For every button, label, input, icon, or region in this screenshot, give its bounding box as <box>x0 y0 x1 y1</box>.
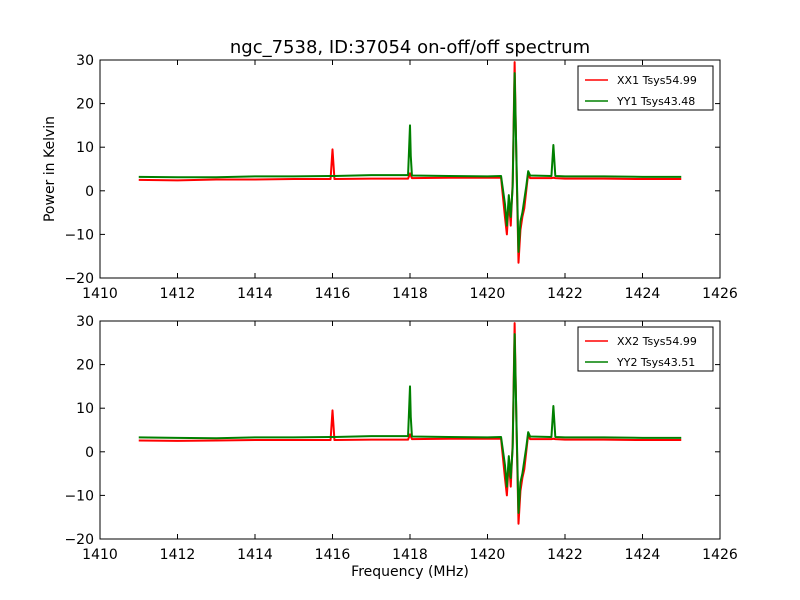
legend-panel1: XX1 Tsys54.99 YY1 Tsys43.48 <box>577 65 714 111</box>
x-tick-label: 1420 <box>470 547 506 563</box>
bottom-panel: 1410 1412 1414 1416 1418 1420 1422 1424 1426 30 20… <box>64 314 737 563</box>
legend-box <box>577 65 714 111</box>
x-tick-label: 1422 <box>547 547 583 563</box>
y-tick-label: −20 <box>64 271 94 287</box>
y-tick-label: 20 <box>76 358 94 374</box>
x-tick-label: 1418 <box>392 547 428 563</box>
legend-entry: YY2 Tsys43.51 <box>616 356 695 369</box>
figure-title: ngc_7538, ID:37054 on-off/off spectrum <box>230 37 590 58</box>
x-tick-label: 1414 <box>237 286 273 302</box>
x-axis-label: Frequency (MHz) <box>351 564 469 580</box>
legend-panel2: XX2 Tsys54.99 YY2 Tsys43.51 <box>577 326 714 372</box>
x-tick-label: 1426 <box>702 547 738 563</box>
x-tick-label: 1424 <box>625 547 661 563</box>
y-tick-label: 10 <box>76 401 94 417</box>
y-tick-label: 20 <box>76 97 94 113</box>
x-tick-label: 1422 <box>547 286 583 302</box>
x-tick-label: 1414 <box>237 547 273 563</box>
legend-entry: YY1 Tsys43.48 <box>616 95 695 108</box>
top-panel: 1410 1412 1414 1416 1418 1420 1422 1424 1426 30 20… <box>64 53 737 302</box>
y-tick-label: 10 <box>76 140 94 156</box>
x-tick-label: 1426 <box>702 286 738 302</box>
y-tick-label: 0 <box>85 445 94 461</box>
series-line-yy-panel1 <box>138 72 682 253</box>
y-tick-label: −10 <box>64 227 94 243</box>
x-tick-label: 1416 <box>315 286 351 302</box>
x-tick-label: 1424 <box>625 286 661 302</box>
y-tick-label: 30 <box>76 314 94 330</box>
x-tick-label: 1418 <box>392 286 428 302</box>
series-line-yy-panel2 <box>138 333 682 514</box>
x-tick-label: 1412 <box>160 286 196 302</box>
y-tick-label: 30 <box>76 53 94 69</box>
x-tick-label: 1410 <box>82 547 118 563</box>
legend-entry: XX1 Tsys54.99 <box>617 74 697 87</box>
legend-entry: XX2 Tsys54.99 <box>617 335 697 348</box>
legend-box <box>577 326 714 372</box>
x-tick-label: 1416 <box>315 547 351 563</box>
x-tick-label: 1420 <box>470 286 506 302</box>
y-axis-label: Power in Kelvin <box>42 116 58 222</box>
y-tick-label: −20 <box>64 532 94 548</box>
y-tick-label: −10 <box>64 488 94 504</box>
x-tick-label: 1410 <box>82 286 118 302</box>
y-tick-label: 0 <box>85 184 94 200</box>
x-tick-label: 1412 <box>160 547 196 563</box>
